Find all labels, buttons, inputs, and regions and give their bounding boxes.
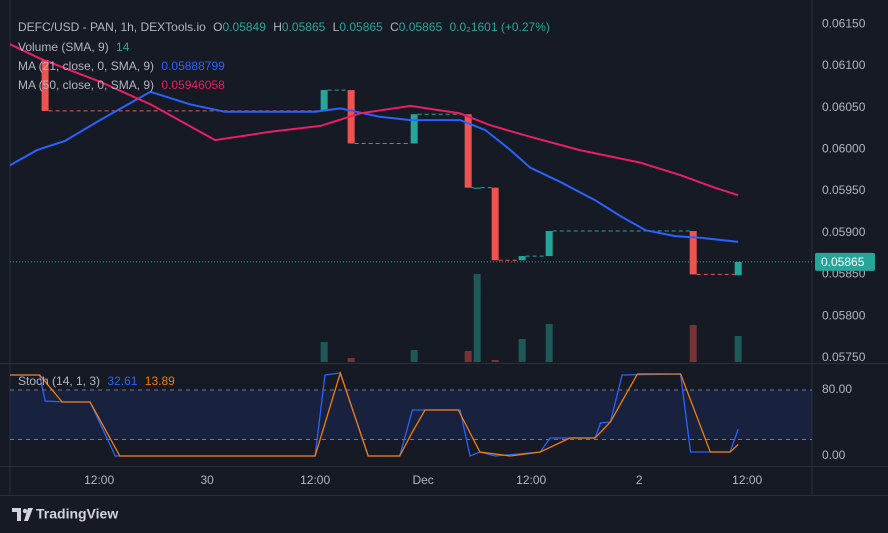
candle-body xyxy=(320,90,328,111)
volume-bar xyxy=(734,336,742,362)
x-tick-label: 12:00 xyxy=(516,473,546,487)
volume-bar xyxy=(464,351,472,362)
ma-name: MA (50, close, 0, SMA, 9) xyxy=(18,78,155,92)
candle-body xyxy=(545,231,553,257)
volume-bar xyxy=(491,360,499,362)
y-tick-label: 0.05800 xyxy=(822,308,866,322)
volume-bar xyxy=(545,324,553,362)
logo xyxy=(12,508,33,521)
ma-value: 0.05946058 xyxy=(161,78,225,92)
ohlc-label: L xyxy=(332,20,340,34)
y-tick-label: 80.00 xyxy=(822,382,852,396)
volume-bar xyxy=(410,350,418,362)
ma-legend: MA (50, close, 0, SMA, 9) 0.05946058 xyxy=(18,78,229,92)
x-tick-label: 2 xyxy=(636,473,643,487)
stoch-line xyxy=(10,372,739,457)
x-tick-label: 12:00 xyxy=(732,473,762,487)
y-tick-label: 0.05750 xyxy=(822,350,866,364)
x-tick-label: 12:00 xyxy=(84,473,114,487)
stoch-value: 13.89 xyxy=(144,374,175,388)
candle-body xyxy=(464,114,472,188)
candle-body xyxy=(518,256,526,261)
volume-bar xyxy=(689,325,697,362)
candle-body xyxy=(734,261,742,276)
ohlc-value: 0.05865 xyxy=(339,20,383,34)
ohlc-label: O xyxy=(213,20,223,34)
stoch-name: Stoch (14, 1, 3) xyxy=(18,374,101,388)
volume-value: 14 xyxy=(116,40,130,54)
candle-body xyxy=(41,60,49,111)
branding: TradingView xyxy=(36,506,118,522)
volume-bar xyxy=(473,274,481,362)
x-tick-label: Dec xyxy=(412,473,433,487)
candle-body xyxy=(410,114,418,144)
candle-body xyxy=(473,187,481,189)
volume-bar xyxy=(347,358,355,362)
y-tick-label: 0.06100 xyxy=(822,58,866,72)
y-tick-label: 0.05900 xyxy=(822,225,866,239)
y-tick-label: 0.06150 xyxy=(822,16,866,30)
ohlc-value: 0.05865 xyxy=(398,20,443,34)
price-badge-label: 0.05865 xyxy=(821,255,865,269)
ohlc-label: H xyxy=(273,20,282,34)
y-tick-label: 0.00 xyxy=(822,448,846,462)
volume-bar xyxy=(320,342,328,362)
x-tick-label: 30 xyxy=(200,473,214,487)
y-tick-label: 0.06050 xyxy=(822,100,866,114)
ohlc-value: 0.05849 xyxy=(222,20,266,34)
main-legend: DEFC/USD - PAN, 1h, DEXTools.io O0.05849… xyxy=(18,20,554,34)
ma-value: 0.05888799 xyxy=(161,59,225,73)
ma-name: MA (21, close, 0, SMA, 9) xyxy=(18,59,155,73)
symbol-title: DEFC/USD - PAN, 1h, DEXTools.io xyxy=(18,20,206,34)
ma-line xyxy=(9,43,739,197)
y-tick-label: 0.05950 xyxy=(822,183,866,197)
volume-name: Volume (SMA, 9) xyxy=(18,40,109,54)
ohlc-value: 0.05865 xyxy=(281,20,326,34)
candle-body xyxy=(491,187,499,261)
volume-legend: Volume (SMA, 9) 14 xyxy=(18,40,133,54)
candle-body xyxy=(689,231,697,275)
stoch-value: 32.61 xyxy=(107,374,138,388)
y-tick-label: 0.06000 xyxy=(822,141,866,155)
price-badge xyxy=(815,252,875,271)
ohlc-label: C xyxy=(390,20,399,34)
ma-line xyxy=(9,90,739,243)
volume-bar xyxy=(518,339,526,362)
stoch-line xyxy=(10,370,739,457)
ma-legend: MA (21, close, 0, SMA, 9) 0.05888799 xyxy=(18,59,229,73)
stoch-legend: Stoch (14, 1, 3) 32.61 13.89 xyxy=(18,374,179,388)
change: 0.0₂1601 (+0.27%) xyxy=(449,20,550,34)
x-tick-label: 12:00 xyxy=(300,473,330,487)
